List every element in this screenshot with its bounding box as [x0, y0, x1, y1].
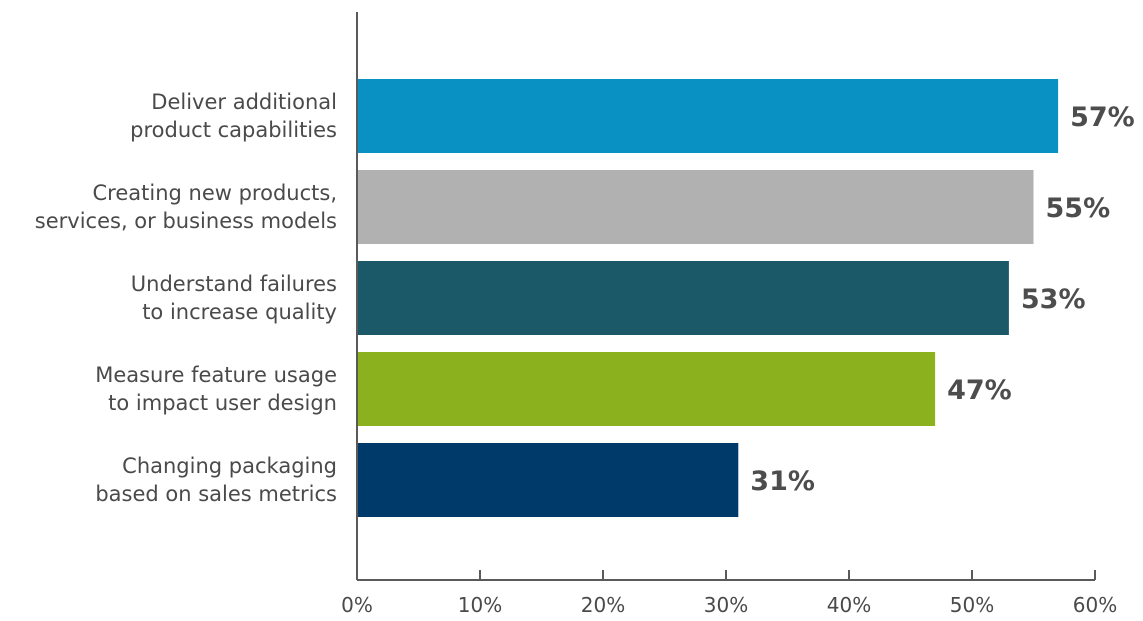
x-tick-label-40: 40%	[827, 593, 871, 617]
category-label-line: Understand failures	[131, 272, 337, 296]
x-tick-label-30: 30%	[704, 593, 748, 617]
bar-1	[357, 79, 1059, 153]
bar-4	[357, 352, 936, 426]
category-label-line: Changing packaging	[122, 454, 337, 478]
category-label-line: Creating new products,	[93, 181, 337, 205]
category-label-1: Deliver additional product capabilities	[130, 90, 337, 142]
category-label-line: to impact user design	[108, 391, 337, 415]
value-label-2: 55%	[1046, 193, 1111, 224]
x-tick-label-0: 0%	[341, 593, 373, 617]
value-label-4: 47%	[947, 375, 1012, 406]
x-tick-label-60: 60%	[1073, 593, 1117, 617]
category-label-2: Creating new products, services, or busin…	[35, 181, 337, 233]
bar-5	[357, 443, 739, 517]
category-label-line: product capabilities	[130, 118, 337, 142]
category-label-line: Measure feature usage	[95, 363, 337, 387]
category-labels-group: Deliver additional product capabilities Cr…	[35, 90, 337, 506]
bar-2	[357, 170, 1034, 244]
category-label-line: services, or business models	[35, 209, 337, 233]
value-label-1: 57%	[1070, 102, 1135, 133]
bars-group	[357, 79, 1059, 517]
value-label-5: 31%	[750, 466, 815, 497]
category-label-5: Changing packaging based on sales metrics	[95, 454, 337, 506]
category-label-line: Deliver additional	[151, 90, 337, 114]
bar-3	[357, 261, 1009, 335]
axes-group: 0% 10% 20% 30% 40% 50% 60%	[341, 12, 1117, 617]
x-tick-label-10: 10%	[458, 593, 502, 617]
x-tick-label-20: 20%	[581, 593, 625, 617]
value-label-3: 53%	[1021, 284, 1086, 315]
category-label-4: Measure feature usage to impact user desi…	[95, 363, 337, 415]
category-label-line: based on sales metrics	[95, 482, 337, 506]
category-label-line: to increase quality	[142, 300, 337, 324]
x-tick-label-50: 50%	[950, 593, 994, 617]
category-label-3: Understand failures to increase quality	[131, 272, 337, 324]
value-labels-group: 57% 55% 53% 47% 31%	[750, 102, 1134, 497]
